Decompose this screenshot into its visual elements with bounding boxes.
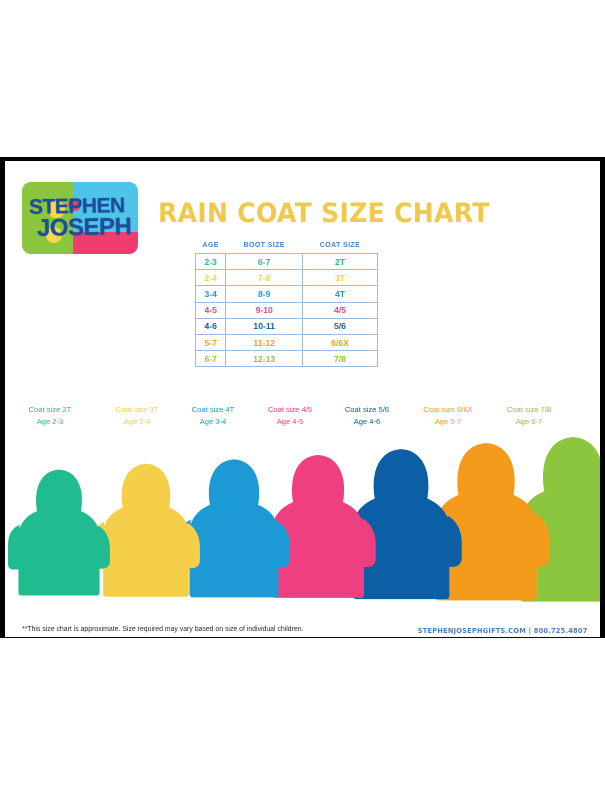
table-row: 6-7 12-13 7/8 (194, 350, 378, 368)
size-cell-age: 4-6 (194, 317, 227, 335)
coat-silhouette (177, 445, 291, 606)
coat-size-label: Coat size 4T (191, 405, 235, 414)
size-table: AGE BOOT SIZE COAT SIZE 2-3 6-7 2T 2-4 7-8 3T… (194, 242, 378, 368)
contact-info: STEPHENJOSEPHGIFTS.COM | 800.725.4807 (418, 626, 588, 635)
coat-labels-row: Coat size 2T Age 2-3 Coat size 3T Age 2-4 Co… (5, 404, 600, 438)
size-cell-coat: 5/6 (302, 317, 378, 335)
coat-label: Coat size 2T Age 2-3 (10, 404, 90, 427)
size-cell-boot: 12-13 (225, 350, 303, 368)
coat-label: Coat size 5/6 Age 4-6 (327, 404, 407, 427)
coat-label: Coat size 6/6X Age 5-7 (408, 404, 488, 427)
size-cell-coat: 2T (302, 252, 378, 271)
size-cell-coat: 3T (302, 269, 378, 287)
size-cell-boot: 8-9 (225, 285, 303, 303)
coat-age-label: Age 2-4 (123, 416, 151, 426)
column-header-boot-size: BOOT SIZE (243, 242, 285, 249)
size-cell-boot: 11-12 (225, 333, 303, 352)
size-cell-age: 5-7 (194, 333, 227, 352)
size-cell-boot: 9-10 (225, 301, 303, 319)
logo-yellow-dot-2 (46, 226, 63, 243)
table-row: 5-7 11-12 6/6X (194, 333, 378, 352)
table-row: 2-3 6-7 2T (194, 252, 378, 271)
column-header-coat-size: COAT SIZE (319, 242, 361, 249)
coat-label: Coat size 3T Age 2-4 (97, 404, 177, 427)
size-cell-coat: 6/6X (302, 333, 378, 352)
page-title: RAIN COAT SIZE CHART (158, 198, 490, 229)
size-cell-coat: 7/8 (302, 350, 378, 368)
coat-size-label: Coat size 7/8 (506, 405, 552, 414)
logo-pink-dot (68, 197, 82, 211)
logo-wordmark: STEPHEN JOSEPH (22, 182, 138, 254)
size-cell-boot: 7-8 (225, 269, 303, 287)
logo-pink-block (73, 232, 138, 254)
size-cell-age: 2-4 (194, 269, 227, 287)
logo-green-block (22, 182, 76, 254)
table-row: 4-5 9-10 4/5 (194, 301, 378, 319)
coat-age-label: Age 2-3 (36, 416, 64, 426)
coat-age-label: Age 4-6 (353, 416, 381, 426)
coat-age-label: Age 5-7 (434, 416, 462, 426)
coat-label: Coat size 4/5 Age 4-5 (250, 404, 330, 427)
coat-size-label: Coat size 6/6X (423, 405, 473, 414)
coat-shape (8, 469, 110, 596)
size-cell-coat: 4/5 (302, 301, 378, 319)
coat-label: Coat size 4T Age 3-4 (173, 404, 253, 427)
coat-shape (178, 459, 290, 598)
size-chart-card: STEPHEN JOSEPH RAIN COAT SIZE CHART AGE … (0, 157, 605, 638)
logo-wordmark-line-2: JOSEPH (36, 212, 132, 242)
coat-age-label: Age 3-4 (199, 416, 227, 426)
size-cell-age: 4-5 (194, 301, 227, 319)
coat-silhouette (7, 454, 111, 606)
coat-size-label: Coat size 5/6 (344, 405, 390, 414)
size-cell-age: 6-7 (194, 350, 227, 368)
size-cell-age: 2-3 (194, 252, 227, 271)
table-row: 3-4 8-9 4T (194, 285, 378, 303)
table-row: 2-4 7-8 3T (194, 269, 378, 287)
stephen-joseph-logo: STEPHEN JOSEPH (22, 182, 138, 254)
coat-silhouettes-row (5, 437, 600, 606)
logo-cyan-block (73, 182, 138, 234)
coat-size-label: Coat size 4/5 (267, 405, 313, 414)
size-cell-boot: 10-11 (225, 317, 303, 335)
logo-yellow-dot-1 (47, 200, 65, 218)
coat-size-label: Coat size 3T (115, 405, 159, 414)
size-cell-age: 3-4 (194, 285, 227, 303)
table-row: 4-6 10-11 5/6 (194, 317, 378, 335)
coat-age-label: Age 4-5 (276, 416, 304, 426)
coat-age-label: Age 6-7 (515, 416, 543, 426)
size-cell-boot: 6-7 (225, 252, 303, 271)
table-header-row: AGE BOOT SIZE COAT SIZE (196, 242, 378, 254)
size-cell-coat: 4T (302, 285, 378, 303)
column-header-age: AGE (202, 242, 219, 249)
coat-size-label: Coat size 2T (28, 405, 72, 414)
disclaimer-text: **This size chart is approximate. Size r… (22, 626, 304, 633)
coat-label: Coat size 7/8 Age 6-7 (489, 404, 569, 427)
